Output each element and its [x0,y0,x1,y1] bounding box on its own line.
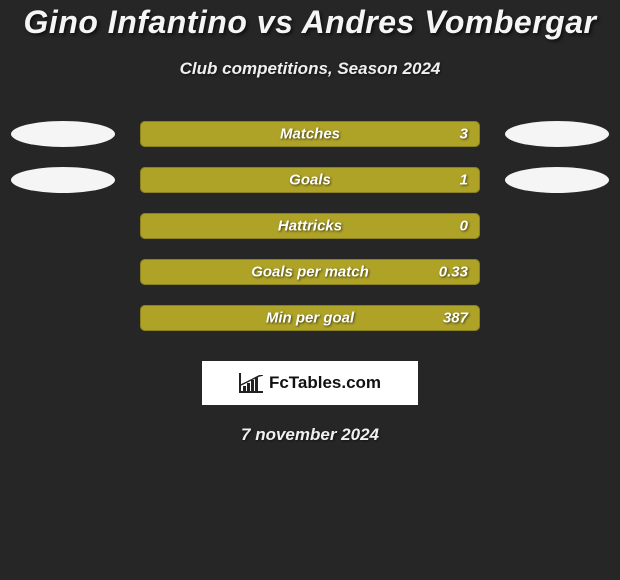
left-player-marker [0,167,115,193]
stat-rows: Matches 3 Goals 1 Hattricks 0 Goals per match 0… [0,121,620,331]
right-player-marker [505,259,620,285]
left-player-marker [0,259,115,285]
snapshot-date: 7 november 2024 [0,425,620,445]
stat-row: Goals per match 0.33 [0,259,620,285]
player-ellipse-icon [11,121,115,147]
fctables-logo[interactable]: FcTables.com [202,361,418,405]
stat-value: 1 [460,172,468,189]
stat-value: 3 [460,126,468,143]
stat-bar: Min per goal 387 [140,305,480,331]
comparison-infographic: Gino Infantino vs Andres Vombergar Club … [0,0,620,445]
stat-bar: Goals 1 [140,167,480,193]
left-player-marker [0,213,115,239]
right-player-marker [505,121,620,147]
stat-label: Min per goal [266,310,354,327]
player-ellipse-icon [11,167,115,193]
stat-label: Goals [289,172,331,189]
player-ellipse-icon [505,167,609,193]
player-ellipse-icon [505,121,609,147]
stat-value: 387 [443,310,468,327]
stat-row: Matches 3 [0,121,620,147]
left-player-marker [0,305,115,331]
page-title: Gino Infantino vs Andres Vombergar [0,4,620,41]
subtitle: Club competitions, Season 2024 [0,59,620,79]
stat-bar: Hattricks 0 [140,213,480,239]
stat-bar: Goals per match 0.33 [140,259,480,285]
stat-row: Goals 1 [0,167,620,193]
stat-value: 0.33 [439,264,468,281]
logo-text: FcTables.com [269,373,381,393]
right-player-marker [505,305,620,331]
stat-row: Hattricks 0 [0,213,620,239]
left-player-marker [0,121,115,147]
right-player-marker [505,213,620,239]
stat-label: Goals per match [251,264,369,281]
stat-row: Min per goal 387 [0,305,620,331]
logo-chart-icon [239,373,263,393]
stat-label: Hattricks [278,218,342,235]
right-player-marker [505,167,620,193]
stat-label: Matches [280,126,340,143]
stat-bar: Matches 3 [140,121,480,147]
stat-value: 0 [460,218,468,235]
